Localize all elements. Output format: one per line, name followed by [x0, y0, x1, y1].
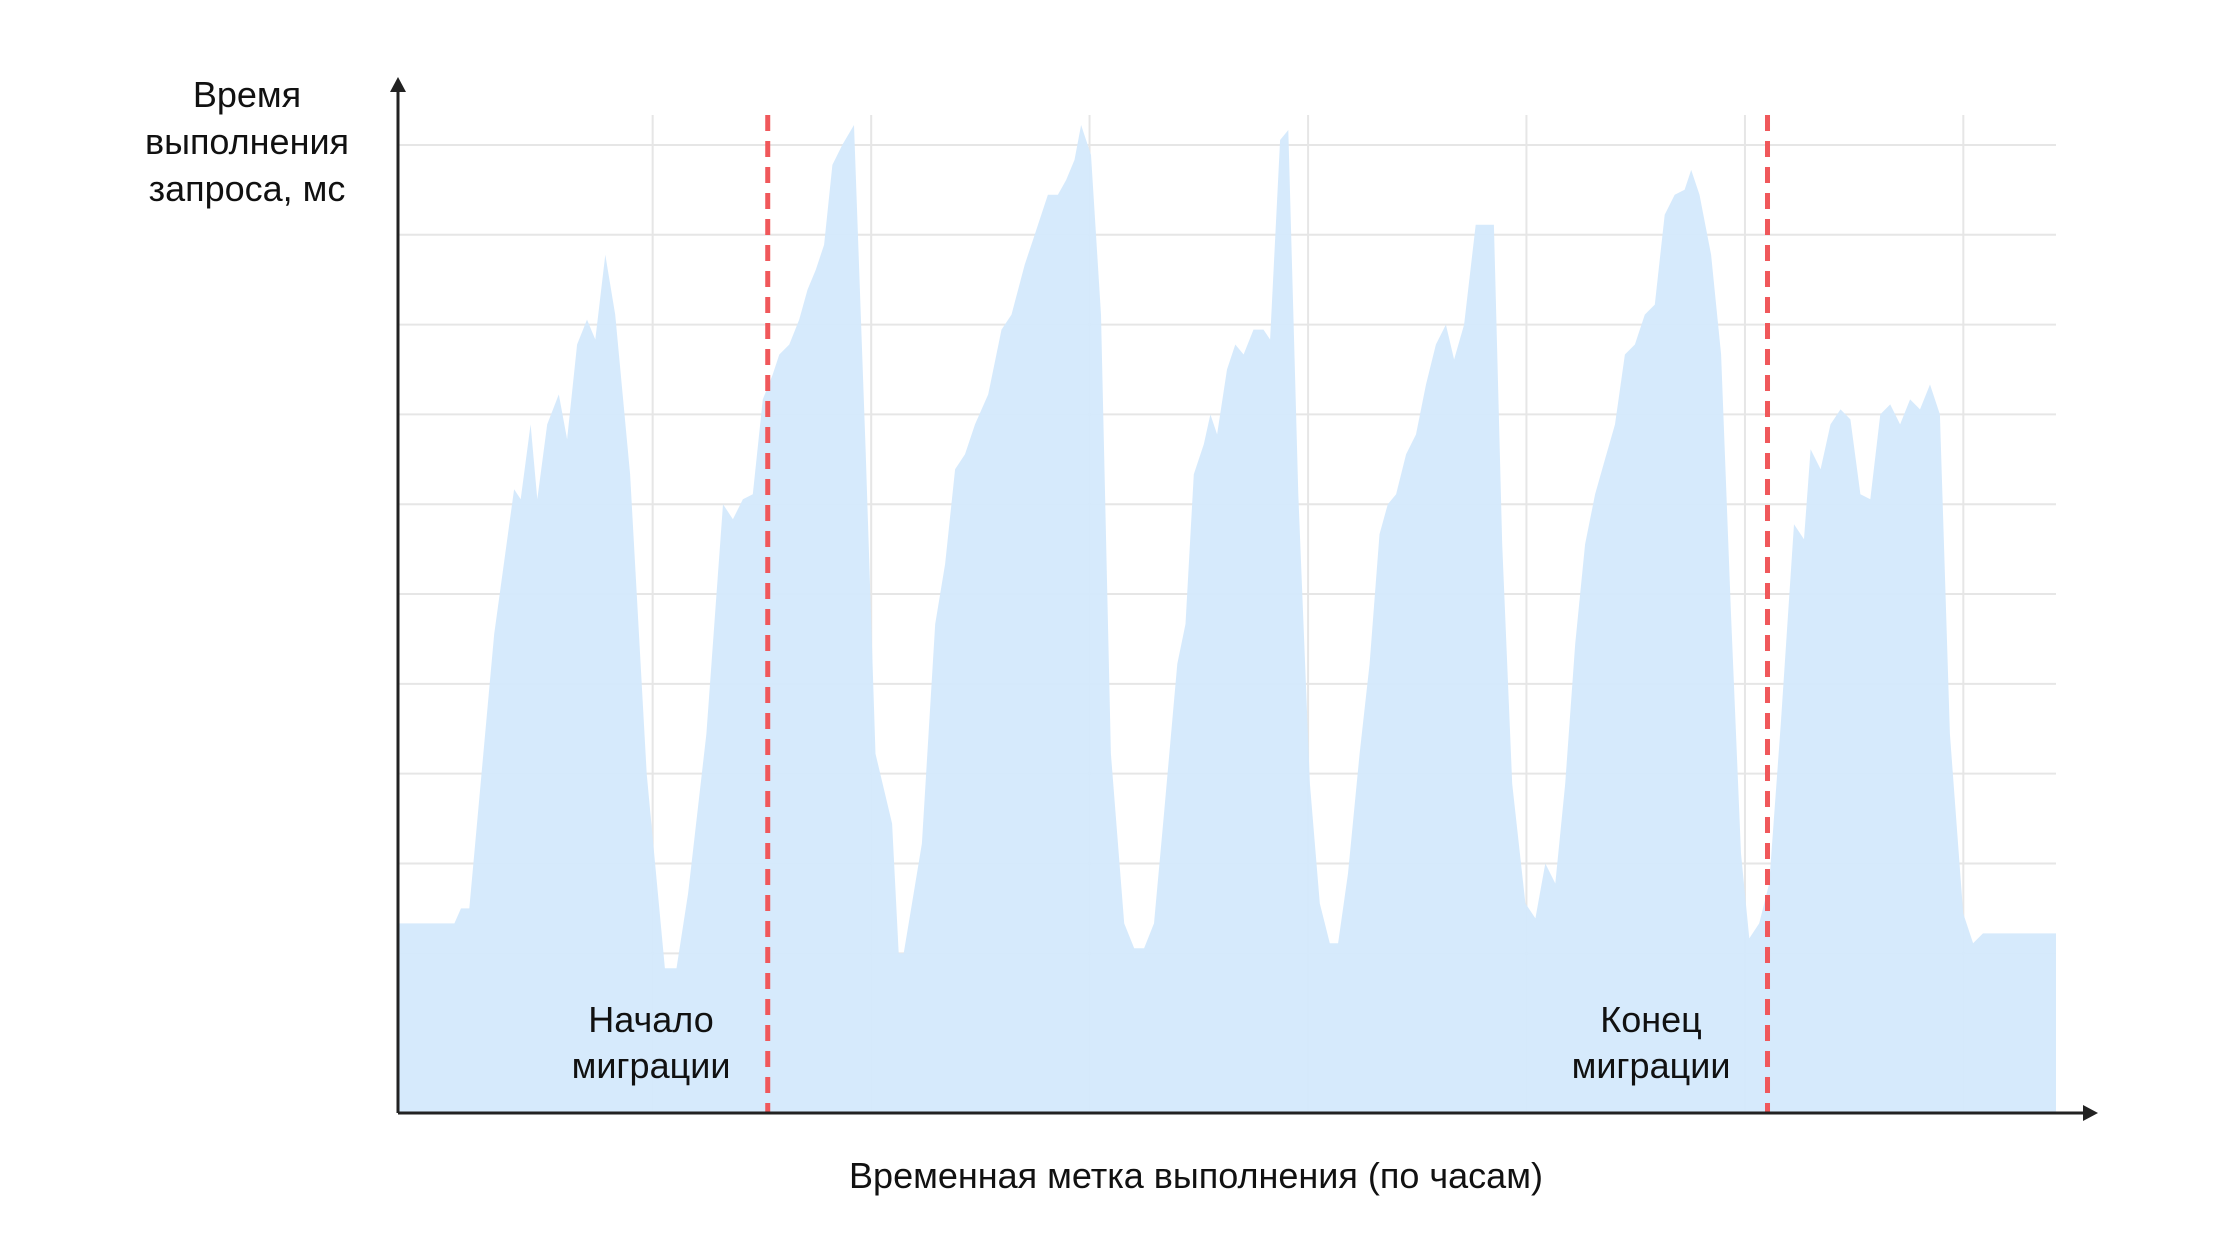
migration-start-label-line-1: Начало	[588, 999, 713, 1040]
axes	[390, 77, 2098, 1121]
markers	[765, 115, 1771, 1113]
x-axis-arrow-icon	[2083, 1105, 2098, 1121]
x-axis-label: Временная метка выполнения (по часам)	[849, 1155, 1543, 1196]
series-area	[398, 125, 2056, 1113]
y-axis-label-line-1: Время	[193, 74, 301, 115]
y-axis-label-line-2: выполнения	[145, 121, 349, 162]
migration-end-label-line-1: Конец	[1600, 999, 1702, 1040]
area-series-0	[398, 125, 2056, 1113]
migration-end-label-line-2: миграции	[1572, 1045, 1731, 1086]
y-axis-arrow-icon	[390, 77, 406, 92]
migration-start-label-line-2: миграции	[572, 1045, 731, 1086]
y-axis-label-line-3: запроса, мс	[149, 168, 346, 209]
